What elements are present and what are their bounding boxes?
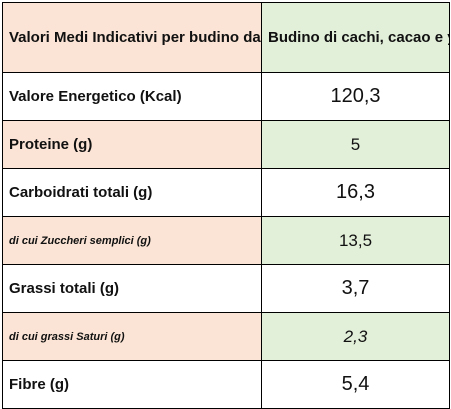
table-row: di cui Zuccheri semplici (g) 13,5 — [2, 216, 450, 265]
row-label-energy: Valore Energetico (Kcal) — [2, 72, 262, 121]
row-label-fiber: Fibre (g) — [2, 360, 262, 409]
row-value-sugars: 13,5 — [261, 216, 450, 265]
row-label-protein: Proteine (g) — [2, 120, 262, 169]
row-label-carbs: Carboidrati totali (g) — [2, 168, 262, 217]
row-value-saturated-fat: 2,3 — [261, 312, 450, 361]
table-row: Valore Energetico (Kcal) 120,3 — [2, 72, 450, 121]
row-value-fat: 3,7 — [261, 264, 450, 313]
table-row: Carboidrati totali (g) 16,3 — [2, 168, 450, 217]
row-label-fat: Grassi totali (g) — [2, 264, 262, 313]
row-label-sugars: di cui Zuccheri semplici (g) — [2, 216, 262, 265]
header-label-cell: Valori Medi Indicativi per budino da 110… — [2, 2, 262, 73]
table-row: Grassi totali (g) 3,7 — [2, 264, 450, 313]
row-label-saturated-fat: di cui grassi Saturi (g) — [2, 312, 262, 361]
row-value-fiber: 5,4 — [261, 360, 450, 409]
table-header-row: Valori Medi Indicativi per budino da 110… — [2, 2, 450, 73]
row-value-protein: 5 — [261, 120, 450, 169]
table-row: di cui grassi Saturi (g) 2,3 — [2, 312, 450, 361]
table-row: Fibre (g) 5,4 — [2, 360, 450, 409]
header-product-cell: Budino di cachi, cacao e yogurt — [261, 2, 450, 73]
row-value-carbs: 16,3 — [261, 168, 450, 217]
table-row: Proteine (g) 5 — [2, 120, 450, 169]
row-value-energy: 120,3 — [261, 72, 450, 121]
